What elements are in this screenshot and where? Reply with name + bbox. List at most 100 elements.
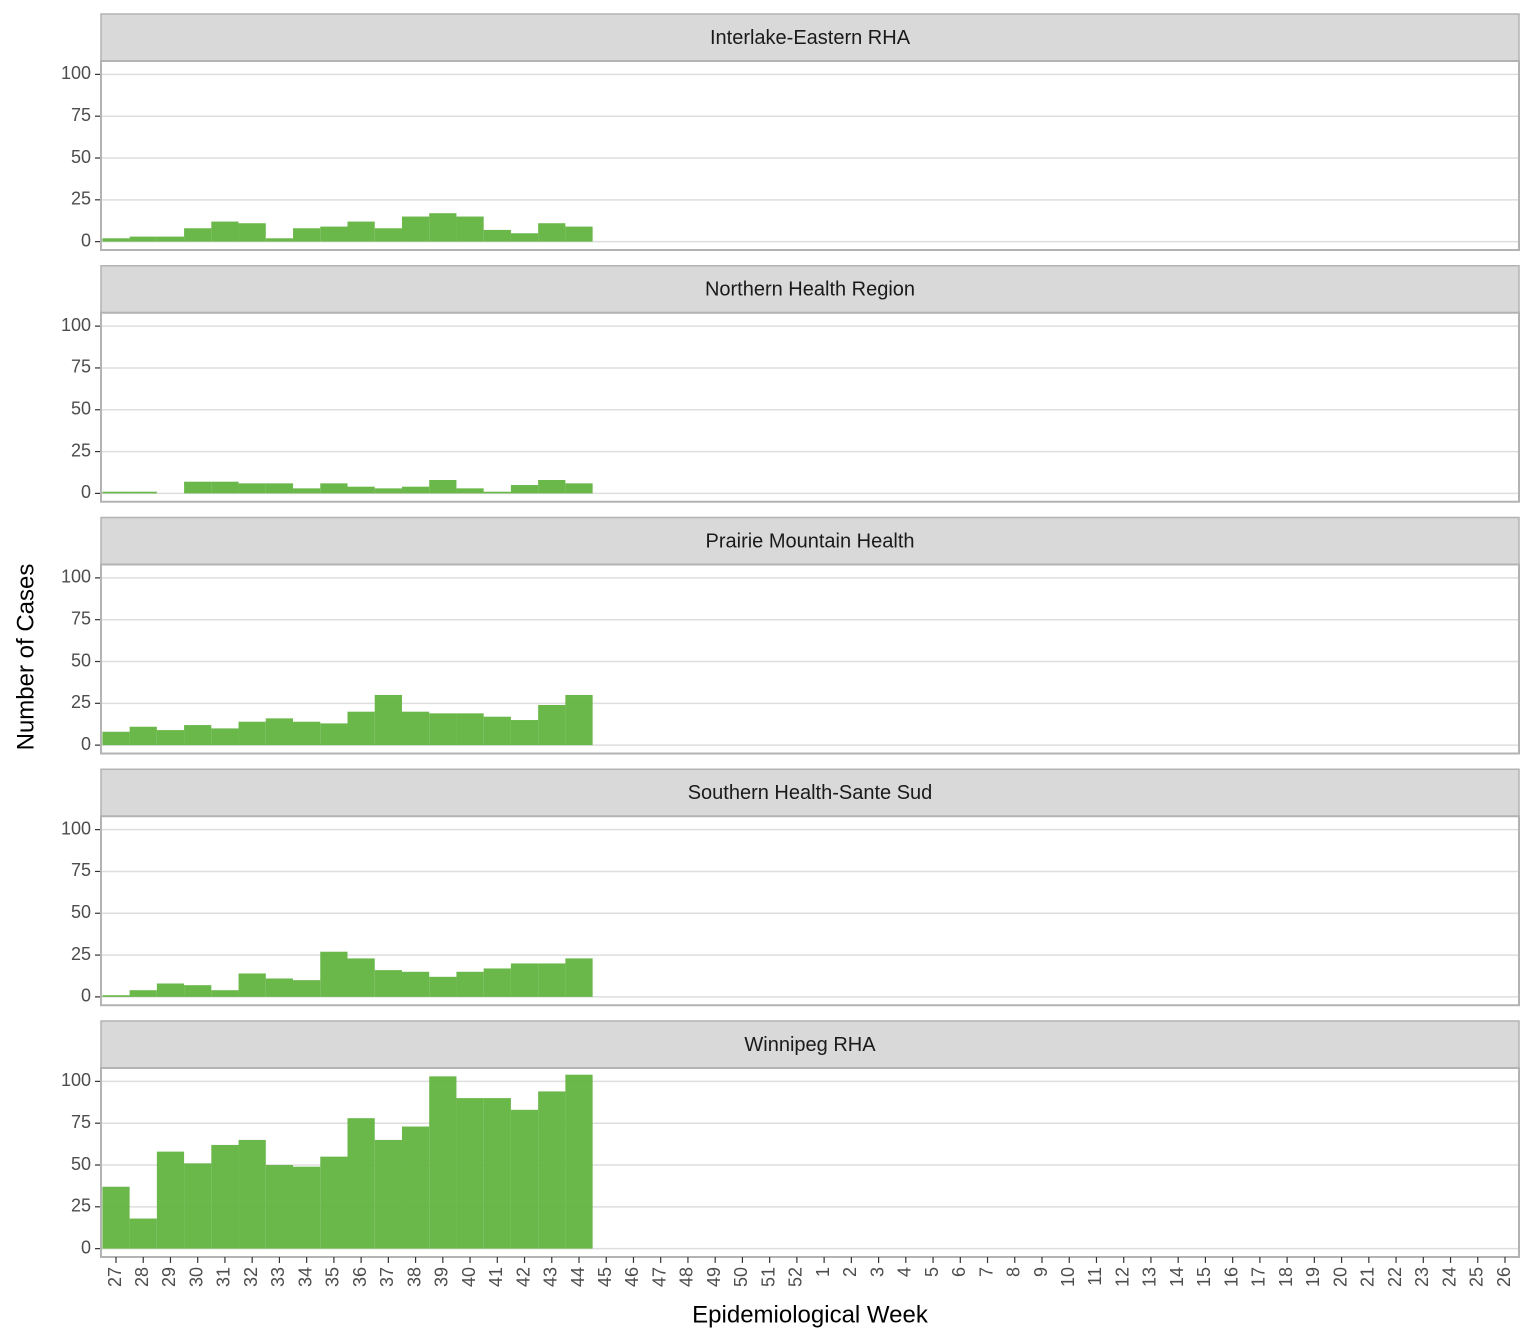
- bar: [238, 483, 266, 494]
- x-tick-label: 11: [1085, 1267, 1105, 1286]
- bar: [102, 238, 130, 242]
- bar: [293, 1166, 321, 1249]
- bar: [265, 718, 294, 746]
- strip: [100, 13, 1520, 62]
- x-tick-label: 21: [1358, 1267, 1378, 1287]
- y-tick-label: 100: [61, 315, 91, 335]
- bar: [347, 711, 375, 746]
- bar: [102, 731, 130, 746]
- bar: [429, 976, 457, 997]
- x-tick-label: 43: [541, 1267, 561, 1287]
- bar: [456, 216, 484, 242]
- bar: [510, 963, 539, 997]
- x-tick-label: 49: [704, 1267, 724, 1287]
- bar: [320, 723, 348, 746]
- bar: [538, 704, 566, 746]
- x-tick-label: 35: [323, 1267, 343, 1287]
- panel: [101, 61, 1519, 250]
- bar: [565, 958, 593, 997]
- bar: [538, 480, 566, 494]
- x-tick-label: 7: [976, 1267, 996, 1277]
- bar: [211, 221, 239, 242]
- bar: [293, 228, 321, 242]
- panel: [101, 564, 1519, 754]
- x-tick-label: 29: [159, 1267, 179, 1287]
- panel-title: Interlake-Eastern RHA: [710, 27, 911, 49]
- bar: [156, 236, 185, 242]
- x-tick-label: 42: [513, 1267, 533, 1287]
- bar: [565, 226, 593, 242]
- x-tick-label: 18: [1276, 1267, 1296, 1287]
- x-tick-label: 41: [486, 1267, 506, 1287]
- x-tick-label: 46: [622, 1267, 642, 1287]
- bar: [510, 233, 539, 242]
- bar: [129, 236, 157, 242]
- strip: [100, 768, 1520, 817]
- bar: [211, 481, 239, 494]
- panel-title: Southern Health-Sante Sud: [688, 782, 933, 804]
- panel-border: [100, 1067, 1520, 1258]
- panel-title: Prairie Mountain Health: [706, 530, 915, 552]
- bar: [184, 985, 212, 997]
- bar: [129, 726, 157, 746]
- y-tick-label: 50: [71, 902, 91, 922]
- y-tick-label: 50: [71, 650, 91, 670]
- bar: [211, 728, 239, 746]
- bar: [184, 481, 212, 494]
- x-tick-label: 4: [895, 1267, 915, 1277]
- bar: [456, 971, 484, 997]
- bar: [401, 216, 430, 242]
- bar: [401, 1126, 430, 1249]
- bar: [538, 1091, 566, 1249]
- bar: [102, 1186, 130, 1249]
- x-tick-label: 22: [1385, 1267, 1405, 1287]
- bar: [565, 483, 593, 494]
- y-tick-label: 75: [71, 105, 91, 125]
- y-tick-label: 75: [71, 608, 91, 628]
- x-tick-label: 14: [1167, 1267, 1187, 1287]
- y-tick-label: 0: [81, 734, 91, 754]
- x-tick-label: 51: [758, 1267, 778, 1287]
- bar: [211, 990, 239, 997]
- bar: [156, 983, 185, 997]
- y-tick-label: 25: [71, 692, 91, 712]
- x-tick-label: 3: [867, 1267, 887, 1277]
- panel-border: [100, 563, 1520, 755]
- bar: [265, 1165, 294, 1249]
- y-tick-label: 0: [81, 986, 91, 1006]
- x-tick-label: 30: [186, 1267, 206, 1287]
- bar: [483, 229, 511, 242]
- x-tick-label: 10: [1058, 1267, 1078, 1287]
- bar: [238, 223, 266, 242]
- bar: [320, 226, 348, 242]
- bar: [429, 1076, 457, 1249]
- bar: [265, 978, 294, 997]
- bar: [265, 238, 294, 242]
- x-axis-title: Epidemiological Week: [692, 1301, 929, 1328]
- y-tick-label: 50: [71, 399, 91, 419]
- bar: [293, 980, 321, 997]
- x-tick-label: 9: [1031, 1267, 1051, 1277]
- panel-title: Northern Health Region: [705, 279, 915, 301]
- bar: [347, 486, 375, 494]
- y-tick-label: 25: [71, 440, 91, 460]
- bar: [401, 711, 430, 746]
- bar: [156, 1151, 185, 1249]
- x-tick-label: 36: [350, 1267, 370, 1287]
- bar: [184, 1163, 212, 1249]
- bar: [238, 1139, 266, 1249]
- x-tick-label: 25: [1467, 1267, 1487, 1287]
- bar: [347, 958, 375, 997]
- bar: [456, 713, 484, 746]
- bar: [483, 491, 511, 494]
- bar: [374, 228, 402, 242]
- bar: [265, 483, 294, 494]
- x-tick-label: 26: [1494, 1267, 1514, 1287]
- panel-border: [100, 311, 1520, 503]
- bar: [238, 973, 266, 997]
- bar: [320, 1156, 348, 1249]
- y-tick-label: 25: [71, 944, 91, 964]
- x-tick-label: 48: [677, 1267, 697, 1287]
- bar: [293, 721, 321, 746]
